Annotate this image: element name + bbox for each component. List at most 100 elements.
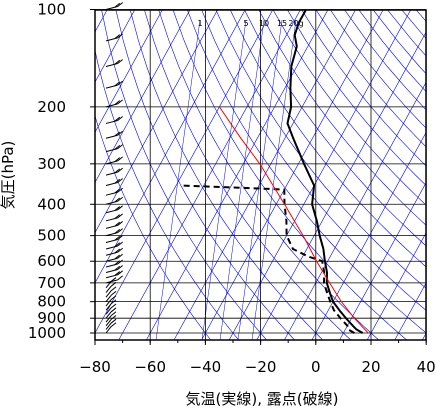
mixing-ratio-labels: 1 5 10 15 20g: [197, 19, 303, 28]
wind-barb-feather: [114, 197, 121, 203]
series-layer: [181, 10, 369, 334]
wind-barb-feather: [114, 157, 121, 163]
dry-adiabat-line: [244, 10, 426, 247]
wind-barb-feather: [117, 228, 123, 234]
isotherm-line: [146, 10, 329, 340]
wind-barb-feather: [117, 275, 123, 281]
wind-barb-feather: [114, 81, 121, 87]
mixing-ratio-line: [201, 19, 247, 340]
wind-barb-feather: [110, 277, 117, 282]
x-tick-label: −40: [190, 358, 222, 376]
dry-adiabat-line: [301, 10, 426, 167]
mixing-ratio-line: [155, 19, 201, 340]
wind-barb-feather: [114, 2, 121, 8]
wind-barb-feather: [117, 187, 123, 193]
wind-barb-feather: [114, 228, 121, 234]
wind-barb-feather: [114, 242, 121, 248]
wind-barb-feather: [117, 241, 123, 247]
x-tick-label: 20: [361, 358, 380, 376]
x-axis-label: 気温(実線), 露点(破線): [186, 390, 339, 408]
wind-barb-feather: [114, 100, 121, 106]
wind-barb: [105, 279, 118, 284]
y-tick-label: 400: [37, 195, 66, 213]
wind-barb-feather: [114, 221, 121, 227]
isotherm-line: [256, 31, 426, 340]
wind-barb-feather: [110, 286, 117, 292]
wind-barb-feather: [114, 188, 121, 194]
wind-barb: [105, 315, 112, 323]
isotherm-line: [95, 10, 246, 284]
dry-adiabat-line: [129, 10, 323, 340]
mixing-ratio-label: 15: [277, 19, 287, 28]
wind-barb: [105, 322, 112, 330]
wind-barb: [105, 286, 112, 293]
wind-barb-feather: [114, 206, 121, 211]
dry-adiabat-line: [272, 10, 426, 206]
wind-barbs: [105, 2, 123, 334]
dry-adiabat-line: [115, 10, 295, 340]
dry-adiabat-line: [401, 10, 426, 40]
isotherm-line: [394, 282, 426, 340]
dry-adiabat-line: [287, 10, 426, 186]
y-tick-label: 900: [37, 309, 66, 327]
wind-barb-feather: [114, 248, 121, 254]
wind-barb: [105, 307, 112, 315]
mixing-ratio-label: 20g: [288, 19, 303, 28]
wind-barb: [105, 295, 112, 302]
dry-adiabat-line: [258, 10, 426, 226]
isotherm-line: [95, 10, 163, 133]
mixing-ratio-label: 5: [243, 19, 248, 28]
temperature-line: [286, 10, 364, 334]
wind-barb-feather: [117, 259, 123, 265]
isotherm-line: [118, 10, 301, 340]
isotherm-line: [95, 10, 273, 334]
x-tick-label: −80: [79, 358, 111, 376]
dry-adiabat-line: [315, 10, 426, 148]
wind-barb-feather: [114, 235, 121, 241]
mixing-ratio-line: [251, 19, 297, 340]
wind-barb-feather: [117, 205, 123, 211]
wind-barb-feather: [117, 116, 123, 121]
x-axis-ticks: −80 −60 −40 −20 0 20 40: [79, 340, 436, 376]
dry-adiabat-line: [215, 10, 426, 289]
isotherm-line: [311, 132, 426, 340]
mixing-ratio-label: 1: [197, 19, 202, 28]
wind-barb-feather: [117, 213, 123, 219]
wind-barb-feather: [117, 156, 123, 162]
wind-barb-feather: [110, 299, 117, 305]
parcel-line: [218, 106, 369, 334]
wind-barb-feather: [117, 33, 123, 39]
wind-barb-feather: [114, 178, 121, 184]
y-tick-label: 800: [37, 293, 66, 311]
wind-barb: [105, 319, 112, 327]
wind-barb: [105, 326, 112, 334]
x-tick-label: −60: [134, 358, 166, 376]
wind-barb-feather: [114, 144, 121, 150]
dry-adiabat-line: [358, 10, 426, 92]
wind-barb-feather: [114, 265, 121, 271]
wind-barb-feather: [114, 116, 121, 122]
isotherm-line: [95, 10, 135, 83]
isotherm-line: [422, 332, 426, 340]
y-tick-label: 500: [37, 227, 66, 245]
isotherm-line: [228, 10, 411, 340]
wind-barb-feather: [117, 221, 123, 226]
dry-adiabat-line: [230, 10, 426, 268]
wind-barb-feather: [117, 99, 123, 105]
isotherm-line: [201, 10, 384, 340]
wind-barb-feather: [110, 315, 117, 320]
isotherm-line: [173, 10, 356, 340]
wind-barb: [105, 281, 112, 289]
grid: [94, 9, 427, 340]
wind-barb-feather: [114, 131, 121, 137]
wind-barb-feather: [117, 253, 123, 259]
isotherm-line: [339, 182, 426, 340]
mixing-ratio-line: [219, 19, 265, 340]
wind-barb-feather: [117, 247, 123, 253]
wind-barb-feather: [114, 34, 121, 40]
wind-barb: [105, 303, 112, 311]
wind-barb: [105, 290, 112, 298]
wind-barb-feather: [114, 168, 121, 174]
